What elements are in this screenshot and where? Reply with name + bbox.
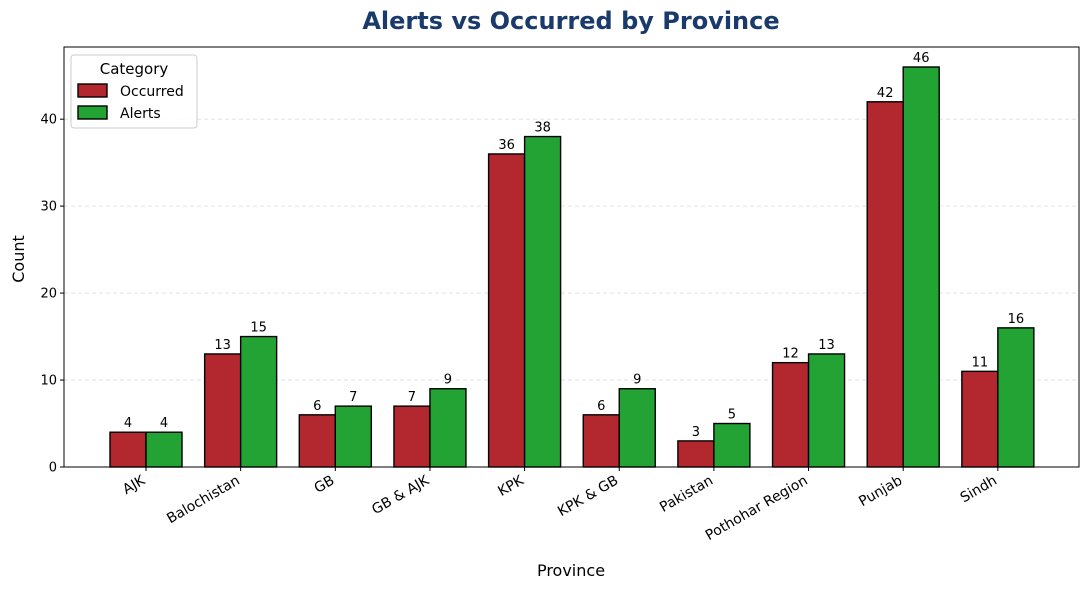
bar-value-label: 13 [214, 338, 231, 353]
bar-value-label: 38 [534, 121, 551, 136]
bar-value-label: 5 [728, 408, 736, 423]
bar-alerts [618, 388, 656, 468]
x-tick-label: AJK [120, 472, 149, 498]
bar-value-label: 4 [160, 416, 168, 431]
x-tick-label: Balochistan [164, 473, 242, 528]
y-tick-label: 20 [40, 287, 57, 302]
chart-title: Alerts vs Occurred by Province [362, 7, 779, 35]
legend-swatch-occurred [77, 83, 108, 98]
bar-occurred [771, 361, 810, 468]
bar-occurred [866, 101, 904, 468]
bar-occurred [487, 153, 526, 468]
bar-alerts [334, 405, 372, 468]
bar-occurred [582, 414, 620, 468]
bar-value-label: 3 [692, 425, 700, 440]
x-tick-label: KPK & GB [555, 473, 621, 520]
bar-value-label: 42 [877, 86, 894, 101]
x-axis-ticks: AJK Balochistan GB GB & AJK KPK KPK & GB Pakis… [120, 467, 1000, 544]
bar-value-label: 6 [313, 399, 321, 414]
bar-occurred [393, 405, 431, 468]
bar-alerts [239, 335, 278, 468]
y-axis-ticks: 0 10 20 30 40 [40, 113, 64, 476]
y-axis-label: Count [9, 235, 28, 283]
bar-value-label: 13 [818, 338, 835, 353]
x-tick-label: Pakistan [657, 473, 716, 516]
bar-value-label: 15 [250, 321, 267, 336]
x-tick-label: Pothohar Region [703, 473, 811, 544]
bar-labels-group: 4 4 13 15 6 7 7 9 36 38 6 9 3 5 12 13 42 46 11 16 [124, 51, 1024, 440]
bar-value-label: 7 [408, 390, 416, 405]
bar-alerts [713, 422, 751, 468]
legend: Category Occurred Alerts [70, 54, 198, 129]
bar-alerts [145, 431, 183, 468]
y-tick-label: 0 [49, 461, 57, 476]
y-tick-label: 10 [40, 374, 57, 389]
bar-value-label: 4 [124, 416, 132, 431]
y-tick-label: 30 [40, 200, 57, 215]
bar-value-label: 6 [597, 399, 605, 414]
bar-alerts [429, 388, 467, 468]
bar-occurred [961, 370, 999, 468]
bar-value-label: 7 [349, 390, 357, 405]
bar-value-label: 9 [444, 373, 452, 388]
bar-occurred [298, 414, 336, 468]
bar-value-label: 11 [972, 355, 989, 370]
y-tick-label: 40 [40, 113, 57, 128]
bar-value-label: 12 [782, 347, 799, 362]
plot-frame [63, 46, 1080, 468]
legend-title: Category [100, 60, 169, 78]
legend-swatch-alerts [77, 105, 108, 120]
x-tick-label: Sindh [958, 473, 1000, 507]
bar-alerts [807, 353, 846, 468]
x-axis-label: Province [537, 561, 605, 580]
x-tick-label: GB [312, 473, 338, 497]
bar-alerts [997, 327, 1035, 468]
bar-occurred [109, 431, 147, 468]
bar-occurred [677, 440, 715, 468]
bars-group [109, 66, 1035, 468]
bar-alerts [902, 66, 940, 468]
bar-value-label: 16 [1008, 312, 1025, 327]
legend-label-occurred: Occurred [120, 84, 184, 100]
legend-label-alerts: Alerts [120, 106, 161, 122]
x-tick-label: GB & AJK [369, 472, 432, 518]
x-tick-label: KPK [495, 472, 527, 500]
bar-value-label: 36 [498, 138, 515, 153]
bar-occurred [203, 353, 242, 468]
bar-value-label: 9 [633, 373, 641, 388]
bar-value-label: 46 [913, 51, 930, 66]
x-tick-label: Punjab [856, 473, 905, 511]
bar-alerts [523, 135, 562, 468]
